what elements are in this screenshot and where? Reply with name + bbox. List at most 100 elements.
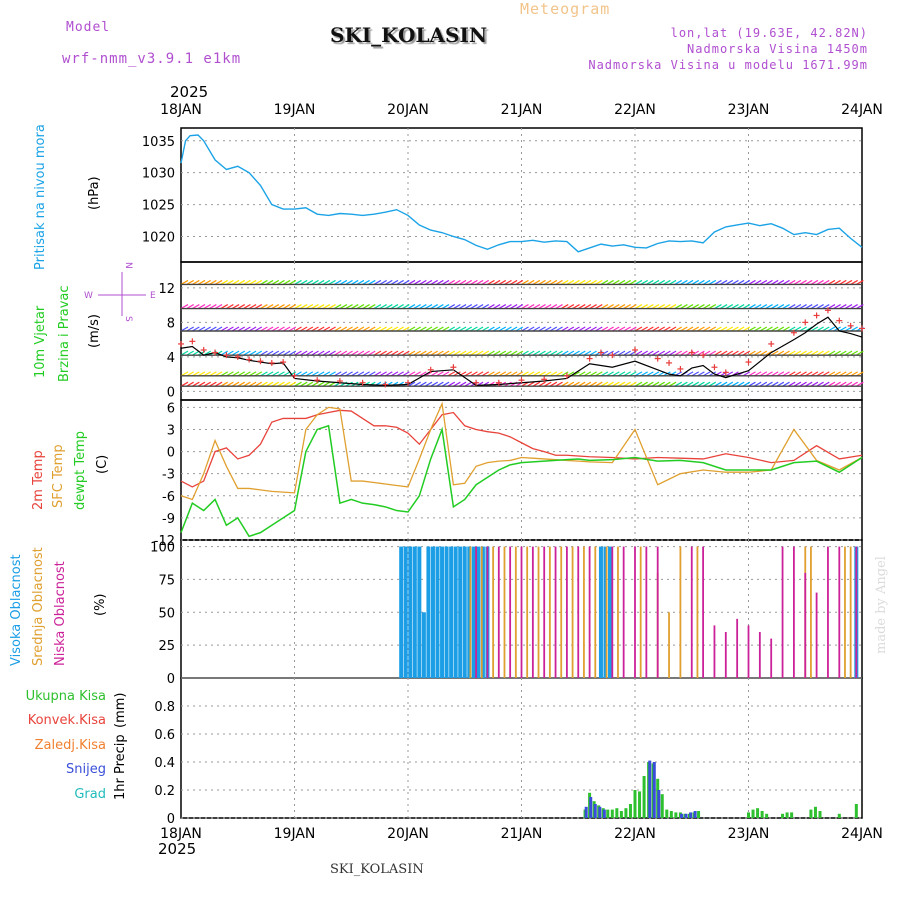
cloud-bar-high (435, 546, 440, 678)
y-tick-label: 0.4 (154, 756, 175, 771)
precip-bar-snow (598, 806, 602, 818)
precip-bar-total (747, 812, 750, 818)
cloud-bar-low (645, 546, 648, 678)
cloud-bar-low (622, 546, 625, 678)
legend-hail: Grad (74, 787, 106, 802)
precip-bar-total (781, 813, 785, 818)
precip-bar-snow (693, 811, 697, 818)
precip-bar-total (760, 811, 764, 818)
high-cloud-ylabel: Visoka Oblacnost (9, 554, 24, 666)
precip-bar-snow (652, 762, 656, 818)
precip-unit: (mm) (113, 693, 128, 728)
cloud-bar-mid (537, 546, 540, 678)
cloud-bar-low (486, 546, 489, 678)
cloud-bar-low (566, 546, 568, 678)
cloud-bar-high (399, 546, 404, 678)
panel-grids (181, 128, 862, 819)
model-elevation-label: Nadmorska Visina u modelu 1671.99m (588, 58, 868, 72)
cloud-bar-mid (560, 546, 563, 678)
y-tick-label: -6 (162, 490, 175, 505)
cloud-bar-low (758, 632, 761, 678)
compass-e: E (150, 291, 156, 301)
pressure-unit: (hPa) (87, 176, 102, 210)
legend-total-rain: Ukupna Kisa (26, 689, 106, 704)
cloud-bar-low (543, 546, 546, 678)
wind-ylabel-sub: Brzina i Pravac (57, 285, 72, 382)
precip-bar-total (785, 812, 789, 818)
cloud-bar-high (408, 546, 413, 678)
cloud-bar-mid (514, 546, 517, 678)
cloud-bar-low (770, 638, 773, 678)
cloud-bar-mid (469, 546, 472, 678)
time-tick-bottom-label: 22JAN (614, 826, 656, 842)
precip-bar-snow (648, 760, 652, 818)
cloud-bar-low (827, 546, 829, 678)
cloud-bar-mid (594, 546, 597, 678)
cloud-bar-low (736, 618, 739, 678)
y-tick-label: 6 (167, 401, 175, 416)
y-tick-label: 100 (150, 541, 175, 556)
legend-snow: Snijeg (66, 762, 106, 777)
cloud-bar-low (702, 546, 704, 678)
y-tick-label: 0 (167, 385, 175, 400)
cloud-bar-low (713, 625, 716, 678)
y-tick-label: 0 (167, 446, 175, 461)
y-tick-label: 12 (158, 282, 175, 297)
mid-cloud-ylabel: Srednja Oblacnost (31, 547, 46, 666)
y-tick-label: 75 (158, 573, 175, 588)
pressure-ylabel: Pritisak na nivou mora (33, 124, 48, 270)
time-tick-top-label: 20JAN (387, 102, 429, 118)
year-top: 2025 (170, 83, 208, 101)
y-tick-label: 0.6 (154, 728, 175, 743)
sfctemp-ylabel: SFC Temp (51, 444, 66, 508)
precip-bar-snow (657, 790, 661, 818)
y-tick-label: 1035 (142, 135, 175, 150)
cloud-bars (181, 546, 862, 679)
year-bottom: 2025 (158, 840, 196, 858)
cloud-bar-low (855, 546, 858, 678)
cloud-bar-mid (605, 546, 608, 678)
cloud-bar-high (440, 546, 445, 678)
cloud-bar-high (412, 546, 417, 678)
wind-ylabel: 10m Vjetar (33, 305, 48, 378)
cloud-bar-high (444, 546, 449, 678)
cloud-bar-mid (696, 546, 699, 678)
cloud-bar-high (608, 546, 613, 678)
cloud-bar-mid (668, 612, 670, 678)
time-tick-bottom-label: 19JAN (274, 826, 316, 842)
time-tick-top-label: 22JAN (614, 102, 656, 118)
cloud-bar-low (747, 625, 750, 678)
cloud-bar-high (603, 546, 608, 678)
pressure-line (180, 134, 863, 253)
cloud-bar-mid (583, 546, 585, 678)
precip-bar-total (765, 813, 769, 818)
cloud-bar-high (471, 546, 476, 678)
precip-bar-total (854, 804, 858, 818)
compass-s: S (123, 316, 133, 322)
low-cloud-ylabel: Niska Oblacnost (53, 561, 68, 666)
cloud-bar-low (690, 546, 693, 678)
cloud-bar-low (793, 546, 795, 678)
time-tick-bottom-label: 21JAN (501, 826, 543, 842)
cloud-bar-mid (810, 546, 812, 678)
cloud-bar-mid (480, 546, 483, 678)
cloud-bar-high (598, 546, 603, 678)
wind-series (178, 307, 865, 388)
precip-bar-total (813, 806, 817, 818)
cloud-bar-low (531, 546, 534, 678)
cloud-bar-low (781, 546, 784, 678)
precip-bar-snow (680, 813, 684, 818)
cloud-bar-low (554, 546, 557, 678)
time-axis-bottom: 18JAN 19JAN 20JAN 21JAN 22JAN 23JAN 24JAN (160, 826, 883, 842)
precip-bar-total (756, 808, 760, 818)
time-axis-top: 18JAN 19JAN 20JAN 21JAN 22JAN 23JAN 24JAN (160, 102, 883, 118)
precip-bars (583, 760, 858, 818)
precip-bar-total (633, 790, 637, 818)
precip-bar-total (697, 811, 701, 818)
cloud-bar-low (497, 546, 500, 678)
precip-bar-total (837, 813, 841, 818)
temp-2m-line (180, 409, 863, 488)
cloud-bar-low (509, 546, 512, 678)
coords-label: lon,lat (19.63E, 42.82N) (670, 26, 868, 40)
precip-bar-total (638, 791, 642, 818)
